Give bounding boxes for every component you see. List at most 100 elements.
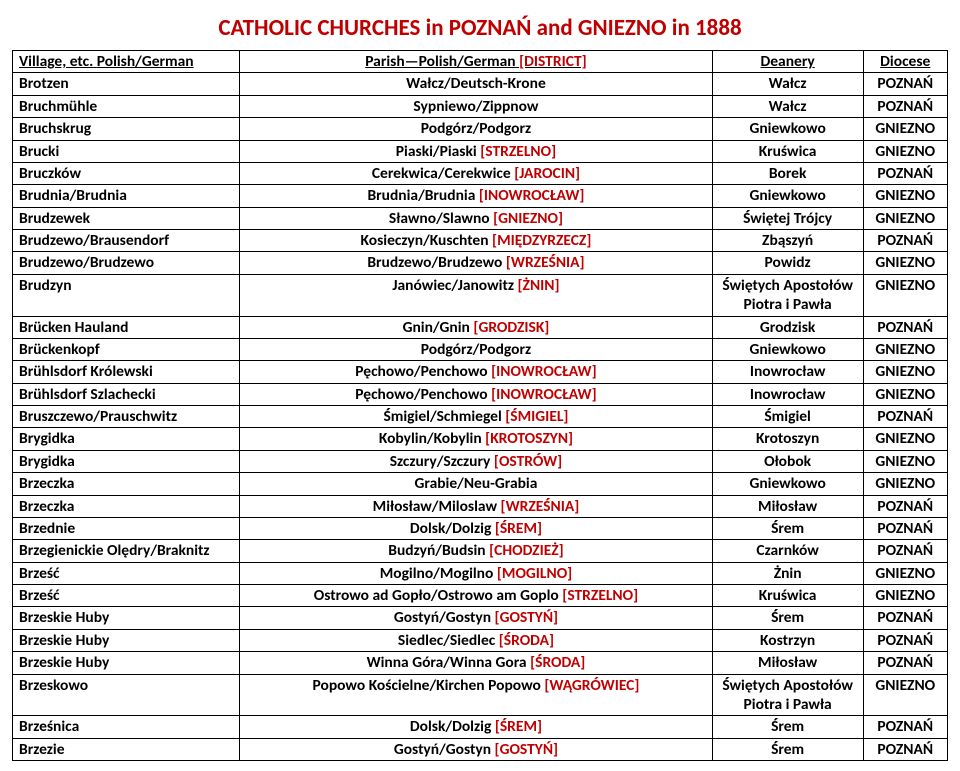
cell-diocese: GNIEZNO <box>863 207 947 229</box>
cell-village: Brudzewo/Brudzewo <box>13 252 240 274</box>
table-row: Brzeskie HubyWinna Góra/Winna Gora [ŚROD… <box>13 652 948 674</box>
cell-parish: Ostrowo ad Gopło/Ostrowo am Goplo [STRZE… <box>240 585 713 607</box>
table-row: BruchskrugPodgórz/PodgorzGniewkowoGNIEZN… <box>13 118 948 140</box>
cell-village: Brücken Hauland <box>13 316 240 338</box>
table-row: BruczkówCerekwica/Cerekwice [JAROCIN]Bor… <box>13 162 948 184</box>
cell-parish: Kobylin/Kobylin [KROTOSZYN] <box>240 428 713 450</box>
cell-deanery: Żnin <box>712 562 863 584</box>
cell-parish: Winna Góra/Winna Gora [ŚRODA] <box>240 652 713 674</box>
cell-diocese: POZNAŃ <box>863 517 947 539</box>
cell-deanery: Kostrzyn <box>712 629 863 651</box>
cell-diocese: POZNAŃ <box>863 316 947 338</box>
cell-deanery: Śrem <box>712 607 863 629</box>
table-row: Brühlsdorf SzlacheckiPęchowo/Penchowo [I… <box>13 383 948 405</box>
table-row: BrygidkaSzczury/Szczury [OSTRÓW]OłobokGN… <box>13 450 948 472</box>
cell-deanery: Miłosław <box>712 652 863 674</box>
cell-village: Brzeskowo <box>13 674 240 716</box>
cell-parish: Budzyń/Budsin [CHODZIEŻ] <box>240 540 713 562</box>
cell-diocese: POZNAŃ <box>863 738 947 760</box>
cell-village: Brygidka <box>13 450 240 472</box>
cell-parish: Dolsk/Dolzig [ŚREM] <box>240 517 713 539</box>
cell-village: Brzeskie Huby <box>13 629 240 651</box>
table-row: Brzegienickie Olędry/BraknitzBudzyń/Buds… <box>13 540 948 562</box>
table-row: BrygidkaKobylin/Kobylin [KROTOSZYN]Kroto… <box>13 428 948 450</box>
cell-parish: Gostyń/Gostyn [GOSTYŃ] <box>240 738 713 760</box>
table-row: BrzeczkaGrabie/Neu-GrabiaGniewkowoGNIEZN… <box>13 473 948 495</box>
cell-village: Brudzyn <box>13 274 240 316</box>
cell-parish: Janówiec/Janowitz [ŻNIN] <box>240 274 713 316</box>
table-row: BrückenkopfPodgórz/PodgorzGniewkowoGNIEZ… <box>13 338 948 360</box>
table-row: BrzednieDolsk/Dolzig [ŚREM]ŚremPOZNAŃ <box>13 517 948 539</box>
cell-parish: Popowo Kościelne/Kirchen Popowo [WĄGRÓWI… <box>240 674 713 716</box>
cell-village: Brudzewo/Brausendorf <box>13 230 240 252</box>
cell-parish: Gostyń/Gostyn [GOSTYŃ] <box>240 607 713 629</box>
header-row: Village, etc. Polish/German Parish—Polis… <box>13 51 948 73</box>
cell-village: Bruchmühle <box>13 95 240 117</box>
table-row: Brudnia/BrudniaBrudnia/Brudnia [INOWROCŁ… <box>13 185 948 207</box>
cell-diocese: POZNAŃ <box>863 716 947 738</box>
cell-diocese: POZNAŃ <box>863 73 947 95</box>
cell-village: Brzeczka <box>13 473 240 495</box>
table-row: BrześnicaDolsk/Dolzig [ŚREM]ŚremPOZNAŃ <box>13 716 948 738</box>
cell-village: Brzegienickie Olędry/Braknitz <box>13 540 240 562</box>
cell-village: Brückenkopf <box>13 338 240 360</box>
cell-deanery: Powidz <box>712 252 863 274</box>
table-row: BrześćOstrowo ad Gopło/Ostrowo am Goplo … <box>13 585 948 607</box>
cell-parish: Podgórz/Podgorz <box>240 338 713 360</box>
table-row: Brzeskie HubySiedlec/Siedlec [ŚRODA]Kost… <box>13 629 948 651</box>
cell-diocese: POZNAŃ <box>863 495 947 517</box>
cell-deanery: Świętych Apostołów Piotra i Pawła <box>712 674 863 716</box>
cell-parish: Sypniewo/Zippnow <box>240 95 713 117</box>
cell-parish: Brudzewo/Brudzewo [WRZEŚNIA] <box>240 252 713 274</box>
cell-deanery: Gniewkowo <box>712 473 863 495</box>
cell-parish: Pęchowo/Penchowo [INOWROCŁAW] <box>240 383 713 405</box>
cell-deanery: Śrem <box>712 716 863 738</box>
cell-diocese: GNIEZNO <box>863 140 947 162</box>
cell-village: Brühlsdorf Szlachecki <box>13 383 240 405</box>
table-row: BrzezieGostyń/Gostyn [GOSTYŃ]ŚremPOZNAŃ <box>13 738 948 760</box>
cell-diocese: GNIEZNO <box>863 338 947 360</box>
cell-deanery: Wałcz <box>712 73 863 95</box>
table-row: BruchmühleSypniewo/ZippnowWałczPOZNAŃ <box>13 95 948 117</box>
cell-village: Bruchskrug <box>13 118 240 140</box>
table-row: BrzeskowoPopowo Kościelne/Kirchen Popowo… <box>13 674 948 716</box>
cell-village: Bruszczewo/Prauschwitz <box>13 406 240 428</box>
cell-deanery: Inowrocław <box>712 361 863 383</box>
cell-diocese: GNIEZNO <box>863 562 947 584</box>
table-row: Bruszczewo/PrauschwitzŚmigiel/Schmiegel … <box>13 406 948 428</box>
cell-parish: Kosieczyn/Kuschten [MIĘDZYRZECZ] <box>240 230 713 252</box>
cell-deanery: Grodzisk <box>712 316 863 338</box>
cell-deanery: Krotoszyn <box>712 428 863 450</box>
cell-deanery: Zbąszyń <box>712 230 863 252</box>
cell-diocese: GNIEZNO <box>863 428 947 450</box>
cell-parish: Sławno/Slawno [GNIEZNO] <box>240 207 713 229</box>
cell-parish: Pęchowo/Penchowo [INOWROCŁAW] <box>240 361 713 383</box>
cell-diocese: GNIEZNO <box>863 585 947 607</box>
cell-diocese: GNIEZNO <box>863 185 947 207</box>
cell-deanery: Śrem <box>712 517 863 539</box>
table-row: BrudzynJanówiec/Janowitz [ŻNIN]Świętych … <box>13 274 948 316</box>
cell-parish: Miłosław/Miloslaw [WRZEŚNIA] <box>240 495 713 517</box>
cell-diocese: POZNAŃ <box>863 607 947 629</box>
page-title: CATHOLIC CHURCHES in POZNAŃ and GNIEZNO … <box>12 14 948 42</box>
cell-deanery: Świętej Trójcy <box>712 207 863 229</box>
cell-village: Brzezie <box>13 738 240 760</box>
cell-diocese: POZNAŃ <box>863 95 947 117</box>
cell-village: Brotzen <box>13 73 240 95</box>
cell-village: Brzednie <box>13 517 240 539</box>
cell-deanery: Gniewkowo <box>712 118 863 140</box>
churches-table: Village, etc. Polish/German Parish—Polis… <box>12 50 948 761</box>
cell-diocese: POZNAŃ <box>863 540 947 562</box>
table-row: Brudzewo/BrudzewoBrudzewo/Brudzewo [WRZE… <box>13 252 948 274</box>
cell-diocese: GNIEZNO <box>863 383 947 405</box>
cell-diocese: GNIEZNO <box>863 252 947 274</box>
cell-village: Brudzewek <box>13 207 240 229</box>
cell-village: Brudnia/Brudnia <box>13 185 240 207</box>
cell-parish: Szczury/Szczury [OSTRÓW] <box>240 450 713 472</box>
cell-deanery: Gniewkowo <box>712 338 863 360</box>
header-diocese: Diocese <box>863 51 947 73</box>
cell-deanery: Kruświca <box>712 585 863 607</box>
table-row: BrudzewekSławno/Slawno [GNIEZNO]Świętej … <box>13 207 948 229</box>
cell-parish: Grabie/Neu-Grabia <box>240 473 713 495</box>
cell-diocese: POZNAŃ <box>863 629 947 651</box>
